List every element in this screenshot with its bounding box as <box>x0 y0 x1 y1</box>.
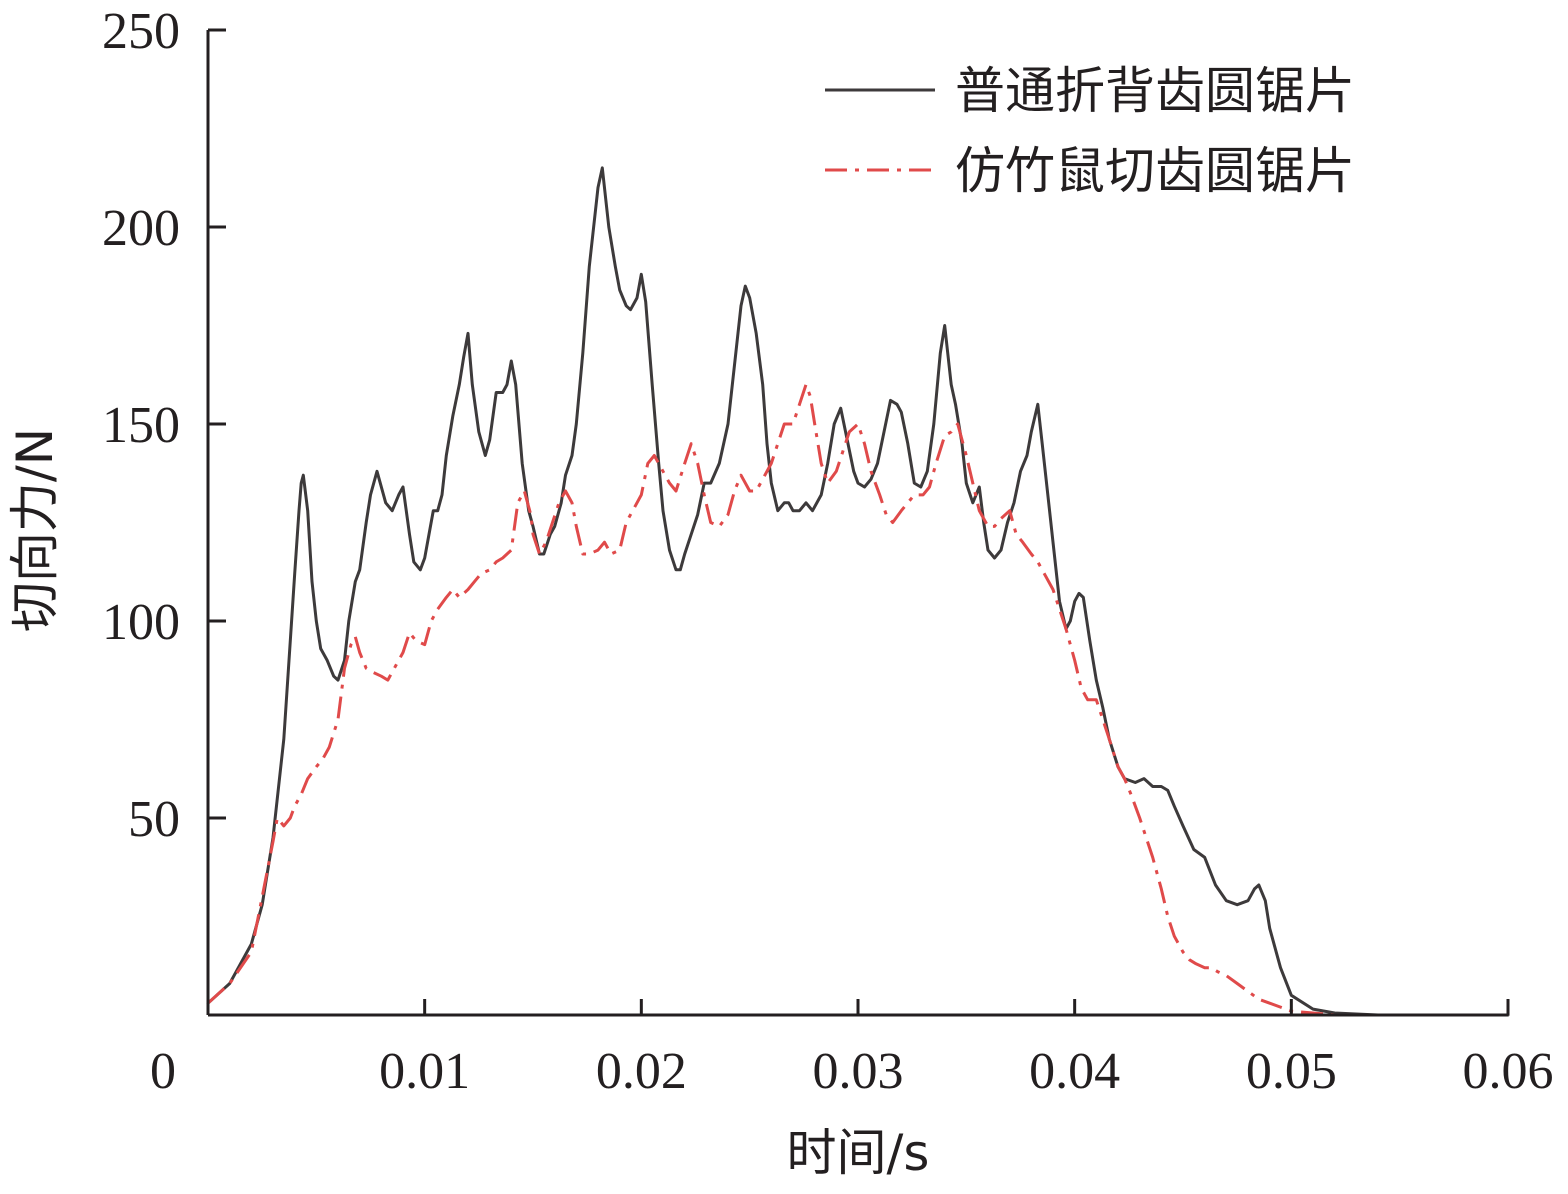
series-lines <box>206 166 1510 1017</box>
legend: 普通折背齿圆锯片 仿竹鼠切齿圆锯片 <box>825 62 1355 200</box>
x-tick-label: 0.04 <box>1029 1043 1120 1100</box>
legend-label-bamboo-rat-saw: 仿竹鼠切齿圆锯片 <box>955 142 1355 200</box>
x-tick-label: 0.05 <box>1246 1043 1337 1100</box>
x-tick-label: 0.02 <box>596 1043 687 1100</box>
x-tick-label: 0.01 <box>379 1043 470 1100</box>
y-axis-title: 切向力/N <box>6 428 64 632</box>
x-tick-label: 0 <box>150 1043 176 1100</box>
y-tick-label: 200 <box>102 200 180 257</box>
series-line-normal-saw <box>206 166 1510 1017</box>
y-tick-label: 50 <box>128 791 180 848</box>
legend-label-normal-saw: 普通折背齿圆锯片 <box>955 62 1355 120</box>
x-axis-ticks: 0 0.01 0.02 0.03 0.04 0.05 0.06 <box>150 999 1554 1100</box>
x-tick-label: 0.06 <box>1463 1043 1554 1100</box>
series-line-bamboo-rat-saw <box>206 383 1508 1017</box>
y-tick-label: 250 <box>102 3 180 60</box>
x-tick-label: 0.03 <box>813 1043 904 1100</box>
y-axis-ticks: 50 100 150 200 250 <box>102 3 226 848</box>
y-tick-label: 150 <box>102 397 180 454</box>
y-tick-label: 100 <box>102 594 180 651</box>
x-axis-title: 时间/s <box>787 1124 930 1182</box>
